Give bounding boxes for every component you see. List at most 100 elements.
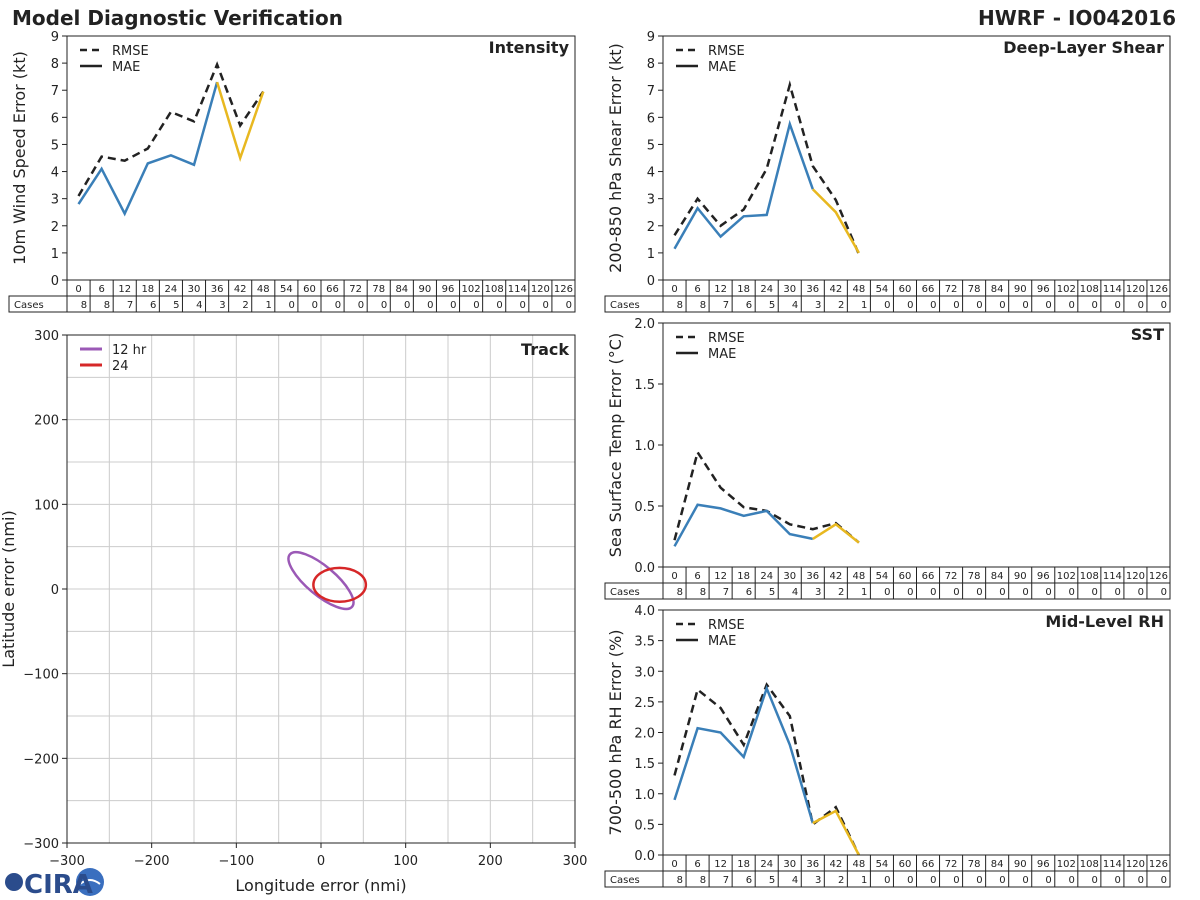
shear-table-cases: 0 — [1115, 300, 1121, 311]
intensity-table-hour: 30 — [188, 284, 201, 295]
intensity-table-cases: 0 — [289, 300, 295, 311]
track-xtick-label: 0 — [317, 854, 325, 869]
intensity-table-hour: 54 — [280, 284, 293, 295]
rh-table-hour: 120 — [1126, 859, 1145, 870]
intensity-table-hour: 42 — [234, 284, 247, 295]
shear-table-cases: 0 — [976, 300, 982, 311]
shear-ytick-label: 0 — [647, 274, 655, 289]
shear-table-hour: 36 — [806, 284, 819, 295]
rh-ytick-label: 2.5 — [634, 696, 655, 711]
sst-table-cases: 6 — [746, 587, 752, 598]
track-ytick-label: −300 — [23, 837, 59, 852]
rh-ytick-label: 4.0 — [634, 604, 655, 619]
sst-y-axis-label: Sea Surface Temp Error (°C) — [606, 333, 625, 557]
sst-table-cases: 0 — [1091, 587, 1097, 598]
intensity-table-label-cell — [8, 295, 68, 313]
rh-table-cases: 0 — [953, 875, 959, 886]
shear-ytick-label: 6 — [647, 111, 655, 126]
intensity-legend-mae-label: MAE — [112, 60, 140, 75]
intensity-table-cases: 0 — [381, 300, 387, 311]
intensity-table-hour: 66 — [326, 284, 339, 295]
shear-legend-rmse-label: RMSE — [708, 44, 745, 59]
intensity-table-hour: 12 — [118, 284, 131, 295]
shear-table-hour: 42 — [829, 284, 842, 295]
rh-table-cases: 0 — [1138, 875, 1144, 886]
intensity-table-hour: 90 — [419, 284, 432, 295]
logo-globe-icon — [5, 873, 23, 891]
track-ytick-label: 0 — [51, 583, 59, 598]
sst-table-hour: 0 — [671, 571, 677, 582]
rh-table-cases: 0 — [907, 875, 913, 886]
sst-table-cases: 0 — [884, 587, 890, 598]
sst-mae-line — [673, 503, 814, 547]
intensity-legend-rmse-label: RMSE — [112, 44, 149, 59]
shear-table-cases: 7 — [723, 300, 729, 311]
sst-table-hour: 84 — [991, 571, 1004, 582]
intensity-table-cases: 2 — [242, 300, 248, 311]
shear-legend-mae-label: MAE — [708, 60, 736, 75]
intensity-table-cases: 5 — [173, 300, 179, 311]
logo-emblem-icon — [76, 868, 104, 896]
shear-table-hour: 60 — [899, 284, 912, 295]
sst-table-hour: 96 — [1037, 571, 1050, 582]
shear-table-hour: 24 — [760, 284, 773, 295]
rh-table-cases: 0 — [1161, 875, 1167, 886]
shear-rmse-line — [673, 80, 861, 255]
logo-wave-icon — [79, 879, 101, 885]
shear-y-axis-label: 200-850 hPa Shear Error (kt) — [606, 43, 625, 273]
sst-table-cases: 5 — [769, 587, 775, 598]
rh-table-cases: 0 — [1115, 875, 1121, 886]
sst-table-hour: 54 — [876, 571, 889, 582]
shear-table-cases: 8 — [677, 300, 683, 311]
cira-logo: CIRA — [5, 868, 104, 900]
track-xtick-label: −200 — [134, 854, 170, 869]
logo-text: CIRA — [24, 870, 93, 900]
shear-table-hour: 108 — [1080, 284, 1099, 295]
intensity-table-hour: 48 — [257, 284, 270, 295]
track-ytick-label: −200 — [23, 752, 59, 767]
sst-table-hour: 30 — [783, 571, 796, 582]
intensity-table-cases: 7 — [127, 300, 133, 311]
rh-table-hour: 126 — [1149, 859, 1168, 870]
intensity-ytick-label: 5 — [51, 138, 59, 153]
shear-table-cases: 0 — [907, 300, 913, 311]
rh-table-cases: 6 — [746, 875, 752, 886]
shear-ytick-label: 9 — [647, 30, 655, 45]
rh-ytick-label: 2.0 — [634, 727, 655, 742]
sst-ytick-label: 1.0 — [634, 439, 655, 454]
rh-table-cases: 0 — [930, 875, 936, 886]
sst-table-cases: 0 — [1022, 587, 1028, 598]
rh-table-cases: 0 — [999, 875, 1005, 886]
intensity-y-axis-label: 10m Wind Speed Error (kt) — [10, 51, 29, 265]
intensity-table-cases: 0 — [335, 300, 341, 311]
intensity-rmse-line — [77, 61, 265, 197]
intensity-ytick-label: 9 — [51, 30, 59, 45]
track-chart-title: Track — [521, 340, 569, 359]
shear-table-cases: 0 — [1045, 300, 1051, 311]
rh-ytick-label: 0.5 — [634, 818, 655, 833]
shear-table-cases: 0 — [1161, 300, 1167, 311]
track-xtick-label: −100 — [218, 854, 254, 869]
rh-table-cases: 0 — [1068, 875, 1074, 886]
sst-table-cases: 0 — [1045, 587, 1051, 598]
storm-title: HWRF - IO042016 — [978, 6, 1176, 30]
sst-table-cases: 0 — [1138, 587, 1144, 598]
rh-table-cases-label: Cases — [610, 875, 640, 886]
shear-table-cases: 8 — [700, 300, 706, 311]
intensity-table-hour: 6 — [98, 284, 104, 295]
intensity-table-hour: 18 — [141, 284, 154, 295]
rh-table-hour: 72 — [945, 859, 958, 870]
rh-table-hour: 90 — [1014, 859, 1027, 870]
rh-table-cases: 0 — [1091, 875, 1097, 886]
intensity-table-hour: 78 — [372, 284, 385, 295]
page-title: Model Diagnostic Verification — [12, 6, 343, 30]
intensity-table-hour: 72 — [349, 284, 362, 295]
sst-table-cases-label: Cases — [610, 587, 640, 598]
sst-table-hour: 72 — [945, 571, 958, 582]
rh-y-axis-label: 700-500 hPa RH Error (%) — [606, 630, 625, 836]
intensity-mae-line-low-sample — [215, 81, 265, 163]
rh-table-hour: 24 — [760, 859, 773, 870]
rh-table-hour: 0 — [671, 859, 677, 870]
rh-mae-line-low-sample — [812, 809, 861, 856]
sst-table-cases: 0 — [999, 587, 1005, 598]
